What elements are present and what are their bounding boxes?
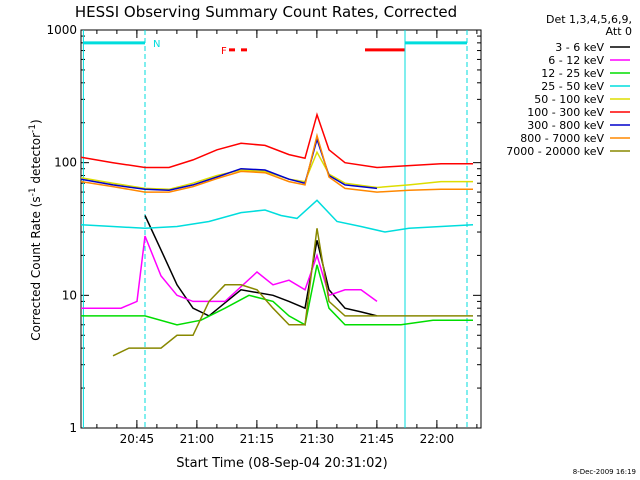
series-line <box>81 199 474 233</box>
y-axis-label-part-2: detector <box>29 133 43 188</box>
y-axis-label-part-1: Corrected Count Rate (s <box>29 196 43 340</box>
x-tick-label: 21:15 <box>240 432 275 446</box>
legend-entry-label: 50 - 100 keV <box>534 93 604 106</box>
plot-frame <box>80 29 482 429</box>
legend-entry-label: 6 - 12 keV <box>548 54 604 67</box>
series-line <box>81 112 473 169</box>
series-line <box>144 215 378 317</box>
series-line <box>112 228 473 357</box>
x-tick-label: 21:00 <box>180 432 215 446</box>
legend-entry-label: 12 - 25 keV <box>541 67 604 80</box>
legend-entry-label: 300 - 800 keV <box>527 119 604 132</box>
x-tick-label: 20:45 <box>120 432 155 446</box>
x-tick-label: 22:00 <box>420 432 455 446</box>
plot-area: 1 10 100 1000 20:45 21:00 21:15 21:30 21:45 22:00… <box>46 23 482 446</box>
x-axis-label: Start Time (08-Sep-04 20:31:02) <box>176 456 387 471</box>
legend-entry-label: 3 - 6 keV <box>555 41 604 54</box>
flare-flag-label: F <box>221 46 227 57</box>
x-tick-label: 21:30 <box>300 432 335 446</box>
y-axis-label-part-3: ) <box>29 119 43 124</box>
y-axis-label-sup-1: -1 <box>28 187 38 196</box>
legend-entry-label: 100 - 300 keV <box>527 106 604 119</box>
y-tick-label: 10 <box>62 288 77 302</box>
legend-header: Det 1,3,4,5,6,9, <box>546 13 632 26</box>
series-line <box>81 132 473 193</box>
legend-entry-label: 25 - 50 keV <box>541 80 604 93</box>
y-tick-label: 1 <box>69 421 77 435</box>
legend-entry-label: 7000 - 20000 keV <box>506 145 604 158</box>
timestamp: 8-Dec-2009 16:19 <box>573 468 636 476</box>
y-axis-label-sup-2: -1 <box>28 124 38 133</box>
series-line <box>81 264 473 326</box>
legend-header: Att 0 <box>606 25 632 38</box>
y-tick-label: 100 <box>54 156 77 170</box>
legend-entry-label: 800 - 7000 keV <box>520 132 604 145</box>
series-line <box>81 150 473 191</box>
y-tick-label: 1000 <box>46 23 77 37</box>
chart-title: HESSI Observing Summary Count Rates, Cor… <box>75 3 457 21</box>
x-tick-label: 21:45 <box>360 432 395 446</box>
night-flag-label: N <box>153 39 160 50</box>
series-line <box>81 235 378 309</box>
y-axis-label: Corrected Count Rate (s-1 detector-1) <box>28 119 43 340</box>
